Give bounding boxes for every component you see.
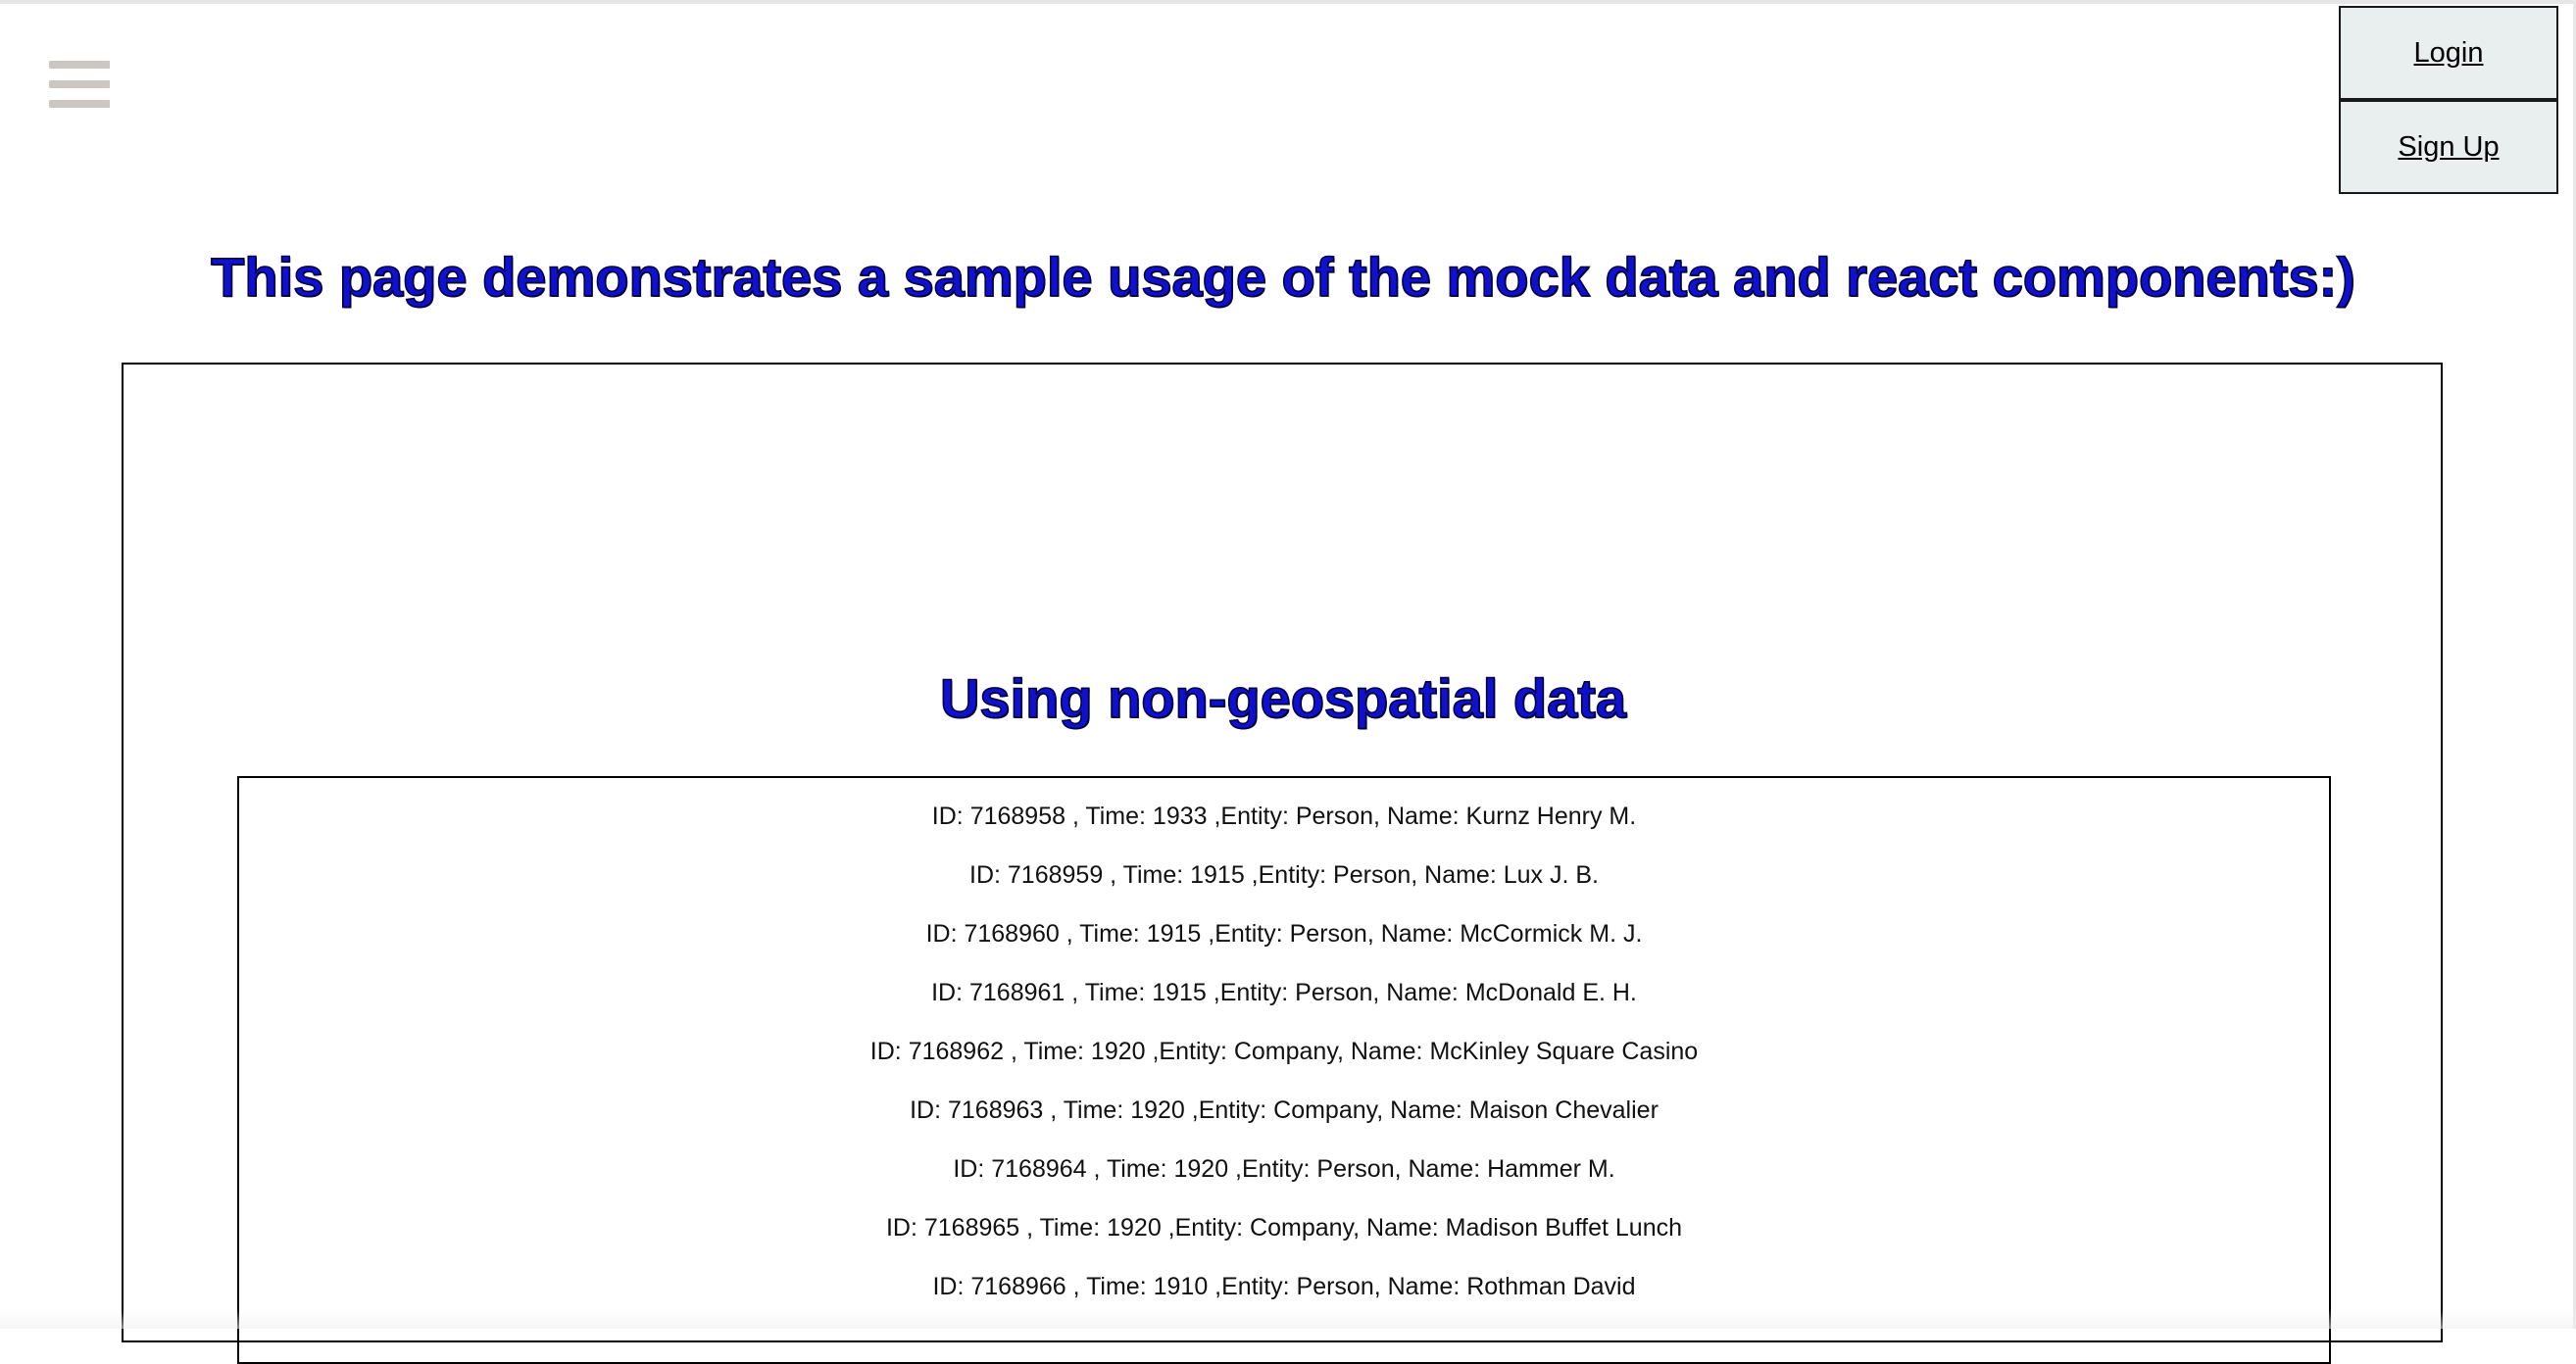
page-headline: This page demonstrates a sample usage of… [210, 245, 2355, 309]
records-list: ID: 7168958 , Time: 1933 ,Entity: Person… [239, 798, 2329, 1327]
menu-icon-bar [49, 100, 110, 108]
window-scrollbar-edge[interactable] [2573, 0, 2576, 1329]
bottom-scroll-shadow [0, 1309, 2576, 1329]
list-item: ID: 7168958 , Time: 1933 ,Entity: Person… [931, 803, 1637, 830]
top-border [0, 0, 2576, 4]
auth-panel: Login Sign Up [2339, 6, 2558, 194]
records-list-container[interactable]: ID: 7168958 , Time: 1933 ,Entity: Person… [237, 776, 2331, 1364]
hamburger-menu-icon[interactable] [49, 61, 110, 112]
list-item: ID: 7168962 , Time: 1920 ,Entity: Compan… [869, 1038, 1699, 1065]
menu-icon-bar [49, 80, 110, 88]
login-button[interactable]: Login [2339, 6, 2558, 100]
list-item: ID: 7168964 , Time: 1920 ,Entity: Person… [953, 1155, 1615, 1183]
list-item: ID: 7168961 , Time: 1915 ,Entity: Person… [931, 979, 1637, 1006]
section-title: Using non-geospatial data [939, 666, 1627, 730]
list-item: ID: 7168963 , Time: 1920 ,Entity: Compan… [910, 1096, 1659, 1124]
list-item: ID: 7168966 , Time: 1910 ,Entity: Person… [932, 1273, 1636, 1300]
list-item: ID: 7168959 , Time: 1915 ,Entity: Person… [969, 861, 1599, 889]
menu-icon-bar [49, 61, 110, 69]
list-item: ID: 7168965 , Time: 1920 ,Entity: Compan… [885, 1214, 1683, 1242]
list-item: ID: 7168960 , Time: 1915 ,Entity: Person… [925, 920, 1643, 948]
signup-button[interactable]: Sign Up [2339, 100, 2558, 194]
